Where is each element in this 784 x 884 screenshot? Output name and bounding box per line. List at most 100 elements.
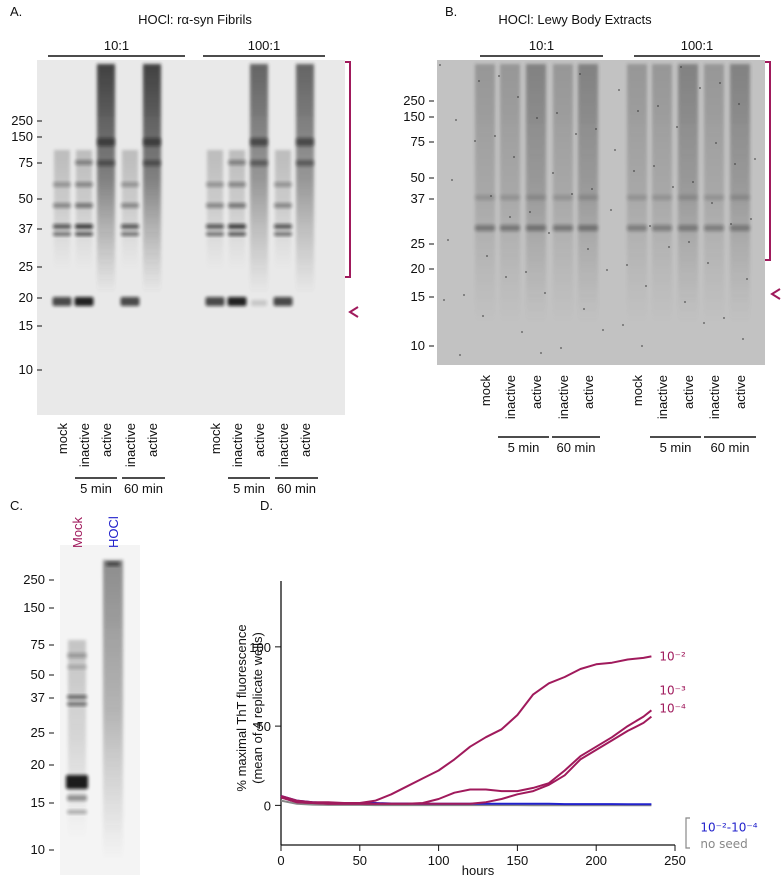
lane-label: mock xyxy=(478,375,493,407)
gel-speck xyxy=(738,103,740,105)
gel-speck xyxy=(505,276,507,278)
gel-band xyxy=(730,225,750,231)
gel-speck xyxy=(645,285,647,287)
panel-label: D. xyxy=(260,498,273,513)
gel-smear xyxy=(229,150,245,270)
lane-label: active xyxy=(529,375,544,409)
gel-speck xyxy=(742,338,744,340)
gel-speck xyxy=(746,278,748,280)
gel-smear xyxy=(143,64,161,294)
panel-title: HOCl: rα-syn Fibrils xyxy=(138,12,252,27)
gel-smear xyxy=(207,150,223,270)
x-tick-label: 200 xyxy=(585,853,607,868)
gel-speck xyxy=(641,345,643,347)
panel-label: B. xyxy=(445,4,457,19)
gel-band xyxy=(273,297,293,306)
lane-label: Mock xyxy=(70,516,85,548)
marker-label: 25 xyxy=(19,259,33,274)
gel-smear xyxy=(76,150,92,270)
lane-label: active xyxy=(581,375,596,409)
x-tick-label: 250 xyxy=(664,853,686,868)
lane-label: active xyxy=(681,375,696,409)
bracket xyxy=(343,61,351,278)
y-axis-label-note: (mean of 4 replicate wells) xyxy=(250,632,265,784)
gel-band xyxy=(730,195,750,200)
gel-band xyxy=(227,297,247,306)
data-line xyxy=(280,799,652,807)
gel-speck xyxy=(494,135,496,137)
marker-label: 50 xyxy=(411,170,425,185)
gel-speck xyxy=(657,105,659,107)
gel-smear xyxy=(103,560,123,860)
gel-speck xyxy=(575,133,577,135)
gel-speck xyxy=(676,126,678,128)
gel-smear xyxy=(97,64,115,294)
marker-label: 50 xyxy=(19,191,33,206)
lane-label: inactive xyxy=(230,423,245,467)
gel-band xyxy=(526,225,546,231)
gel-speck xyxy=(536,117,538,119)
gel-speck xyxy=(672,186,674,188)
gel-speck xyxy=(680,66,682,68)
gel-band xyxy=(475,225,495,231)
panel-label: A. xyxy=(10,4,22,19)
series-label: 10⁻³ xyxy=(659,683,686,697)
y-tick-label: 0 xyxy=(264,798,271,813)
gel-speck xyxy=(474,140,476,142)
marker-label: 75 xyxy=(411,134,425,149)
gel-speck xyxy=(703,322,705,324)
series-label: no seed xyxy=(700,837,747,851)
gel-speck xyxy=(633,170,635,172)
series-label: 10⁻²-10⁻⁴ xyxy=(700,820,757,834)
gel-speck xyxy=(583,308,585,310)
lane-label: active xyxy=(733,375,748,409)
gel-band xyxy=(250,138,268,146)
gel-speck xyxy=(587,248,589,250)
gel-smear xyxy=(500,64,520,324)
time-label: 5 min xyxy=(660,440,692,455)
gel-speck xyxy=(463,294,465,296)
marker-label: 10 xyxy=(411,338,425,353)
gel-band xyxy=(500,225,520,231)
gel-band xyxy=(500,195,520,200)
time-label: 5 min xyxy=(80,481,112,496)
panel-title: HOCl: Lewy Body Extracts xyxy=(498,12,652,27)
gel-smear xyxy=(553,64,573,324)
gel-smear xyxy=(578,64,598,324)
marker-label: 75 xyxy=(31,637,45,652)
gel-speck xyxy=(521,331,523,333)
y-tick-label: 50 xyxy=(257,719,271,734)
marker-label: 25 xyxy=(31,725,45,740)
gel-speck xyxy=(754,158,756,160)
arrowhead xyxy=(348,306,359,318)
gel-band xyxy=(652,225,672,231)
gel-smear xyxy=(122,150,138,270)
gel-speck xyxy=(715,142,717,144)
marker-label: 75 xyxy=(19,155,33,170)
lane-label: mock xyxy=(630,375,645,407)
marker-label: 250 xyxy=(11,113,33,128)
gel-band xyxy=(704,225,724,231)
gel-speck xyxy=(618,89,620,91)
gel-speck xyxy=(529,211,531,213)
time-label: 5 min xyxy=(508,440,540,455)
marker-label: 37 xyxy=(411,191,425,206)
time-label: 60 min xyxy=(124,481,163,496)
gel-smear xyxy=(54,150,70,270)
gel-band xyxy=(553,195,573,200)
lane-label: inactive xyxy=(707,375,722,419)
gel-speck xyxy=(451,179,453,181)
group-label: 100:1 xyxy=(248,38,281,53)
gel-smear xyxy=(526,64,546,324)
gel-band xyxy=(578,195,598,200)
marker-label: 10 xyxy=(31,842,45,857)
x-tick-label: 0 xyxy=(277,853,284,868)
lane-label: inactive xyxy=(123,423,138,467)
gel-smear xyxy=(627,64,647,324)
gel-speck xyxy=(447,239,449,241)
gel-speck xyxy=(711,202,713,204)
bracket xyxy=(763,61,771,261)
gel-speck xyxy=(517,96,519,98)
gel-band xyxy=(627,225,647,231)
